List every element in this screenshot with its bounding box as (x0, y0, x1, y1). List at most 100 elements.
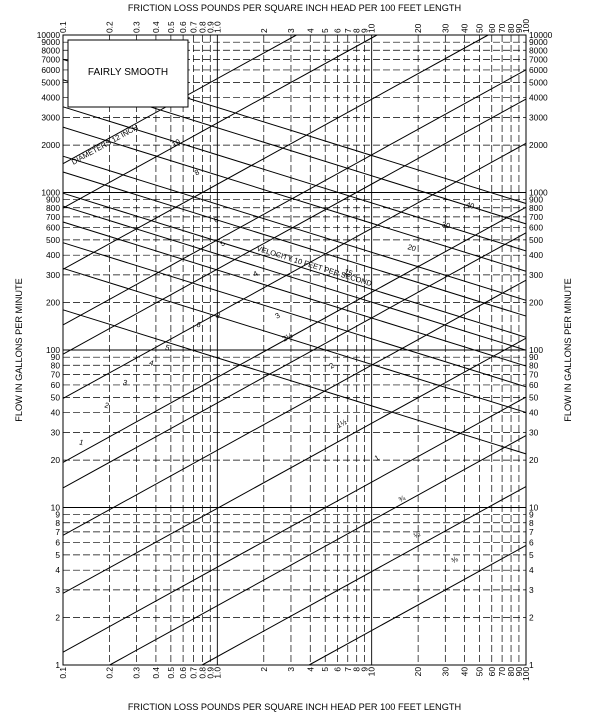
legend-label: FAIRLY SMOOTH (88, 67, 168, 78)
y-tick-label-left: 8000 (41, 45, 60, 55)
x-tick-label-bottom: 0.4 (151, 667, 161, 679)
y-tick-label-right: 900 (529, 195, 543, 205)
y-tick-label-right: 60 (529, 380, 539, 390)
y-tick-label-right: 600 (529, 222, 543, 232)
y-tick-label-left: 700 (46, 212, 60, 222)
x-tick-label-top: 5 (320, 28, 330, 33)
y-tick-label-left: 2000 (41, 140, 60, 150)
x-tick-label-top: 0.5 (166, 21, 176, 33)
y-tick-label-right: 200 (529, 298, 543, 308)
y-tick-label-left: 8 (55, 518, 60, 528)
y-tick-label-right: 30 (529, 427, 539, 437)
y-tick-label-right: 3 (529, 585, 534, 595)
y-tick-label-right: 6 (529, 537, 534, 547)
x-tick-label-top: 20 (413, 23, 423, 33)
y-tick-label-right: 1000 (529, 188, 548, 198)
y-tick-label-left: 9 (55, 510, 60, 520)
diameter-label-5: 5 (219, 238, 227, 248)
x-axis-title-bottom: FRICTION LOSS POUNDS PER SQUARE INCH HEA… (128, 702, 461, 712)
diameter-line-2½ (62, 232, 527, 489)
plot-frame (62, 34, 527, 666)
diameter-label-2½: 2½ (281, 330, 295, 343)
diameter-label-2: 2 (328, 361, 336, 371)
velocity-line-15 (62, 126, 527, 272)
x-tick-label-top: 30 (440, 23, 450, 33)
diameter-line-½ (201, 486, 527, 666)
x-tick-label-bottom: 80 (506, 667, 516, 677)
x-tick-label-bottom: 0.2 (105, 667, 115, 679)
velocity-label-6: 6 (195, 320, 202, 330)
x-tick-label-bottom: 20 (413, 667, 423, 677)
diameter-line-8 (62, 34, 489, 270)
y-tick-label-right: 8 (529, 518, 534, 528)
velocity-label-15: 15 (343, 267, 354, 278)
x-tick-label-top: 80 (506, 23, 516, 33)
x-tick-label-bottom: 2 (259, 667, 269, 672)
velocity-label-2: 2 (103, 400, 110, 410)
x-tick-label-bottom: 0.1 (58, 667, 68, 679)
velocity-line-4 (62, 221, 527, 367)
legend-box (67, 39, 189, 108)
x-tick-label-top: 0.3 (132, 21, 142, 33)
y-tick-label-right: 100 (529, 345, 543, 355)
x-tick-label-bottom: 3 (286, 667, 296, 672)
y-tick-label-left: 2 (55, 613, 60, 623)
y-tick-label-left: 7 (55, 527, 60, 537)
x-tick-label-top: 3 (286, 28, 296, 33)
x-tick-label-top: 10 (367, 23, 377, 33)
y-tick-label-left: 800 (46, 203, 60, 213)
y-tick-label-right: 9 (529, 510, 534, 520)
x-tick-label-top: 0.4 (151, 21, 161, 33)
y-tick-label-right: 10000 (529, 30, 553, 40)
y-tick-label-left: 1 (55, 660, 60, 670)
x-tick-label-bottom: 100 (521, 667, 531, 681)
x-tick-label-bottom: 90 (514, 667, 524, 677)
y-tick-label-left: 9000 (41, 37, 60, 47)
diameter-label-6: 6 (212, 215, 220, 225)
x-tick-label-bottom: 8 (352, 667, 362, 672)
y-tick-label-right: 400 (529, 250, 543, 260)
y-tick-label-left: 900 (46, 195, 60, 205)
y-tick-label-left: 3 (55, 585, 60, 595)
y-tick-label-right: 10 (529, 503, 539, 513)
x-tick-label-bottom: 0.8 (197, 667, 207, 679)
x-tick-label-top: 7 (343, 28, 353, 33)
y-tick-label-left: 50 (51, 392, 61, 402)
velocity-line-3 (62, 242, 527, 388)
velocity-label-3: 3 (122, 378, 129, 388)
diameter-label-¾: ¾ (397, 493, 407, 504)
x-tick-label-bottom: 30 (440, 667, 450, 677)
y-tick-label-right: 8000 (529, 45, 548, 55)
x-tick-label-bottom: 0.3 (132, 667, 142, 679)
x-tick-label-bottom: 50 (475, 667, 485, 677)
diameter-family-title: DIAMETERS 12 INCH (70, 123, 140, 167)
x-tick-label-bottom: 7 (343, 667, 353, 672)
x-tick-label-bottom: 0.9 (205, 667, 215, 679)
diameter-line-6 (62, 69, 527, 326)
diameter-label-⅜: ⅜ (450, 554, 460, 565)
y-tick-label-right: 4 (529, 565, 534, 575)
x-tick-label-top: 1.0 (212, 21, 222, 33)
velocity-line-20 (62, 106, 527, 252)
diameter-label-1: 1 (373, 453, 381, 463)
y-tick-label-left: 200 (46, 298, 60, 308)
y-tick-label-right: 3000 (529, 112, 548, 122)
y-tick-label-left: 5 (55, 550, 60, 560)
y-tick-label-right: 500 (529, 235, 543, 245)
diameter-label-1½: 1½ (335, 417, 349, 430)
y-tick-label-left: 60 (51, 380, 61, 390)
y-tick-label-left: 3000 (41, 112, 60, 122)
x-tick-label-top: 0.9 (205, 21, 215, 33)
x-tick-label-bottom: 1.0 (212, 667, 222, 679)
y-tick-label-right: 20 (529, 455, 539, 465)
y-tick-label-left: 80 (51, 360, 61, 370)
velocity-label-20: 20 (406, 242, 417, 253)
diameter-label-8: 8 (193, 167, 201, 177)
diameter-line-5 (62, 98, 527, 355)
diameter-lines (62, 34, 527, 666)
diameter-line-⅜ (308, 545, 527, 666)
y-tick-label-left: 4000 (41, 93, 60, 103)
y-tick-label-left: 400 (46, 250, 60, 260)
velocity-label-5: 5 (164, 343, 171, 353)
